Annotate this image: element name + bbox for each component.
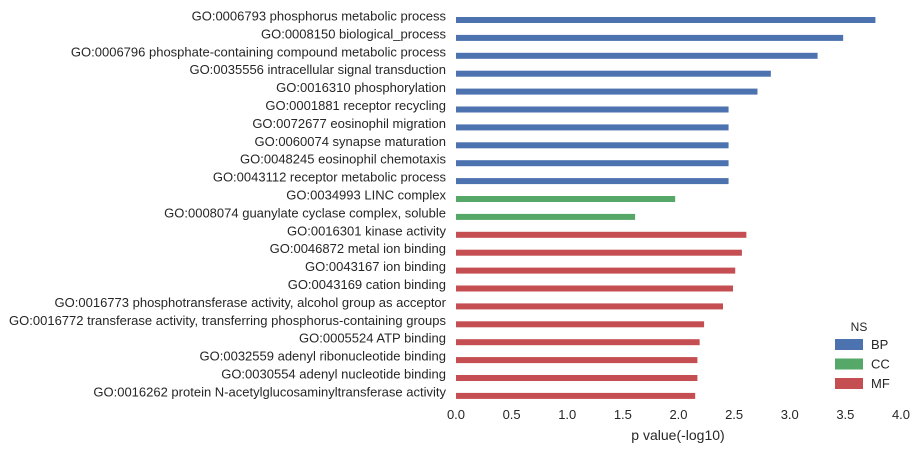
bar-bp [456, 142, 729, 149]
category-label: GO:0005524 ATP binding [299, 331, 446, 346]
category-label: GO:0016262 protein N-acetylglucosaminylt… [93, 384, 446, 399]
category-label: GO:0046872 metal ion binding [270, 241, 446, 256]
category-label: GO:0034993 LINC complex [286, 188, 446, 203]
category-label: GO:0043169 cation binding [288, 277, 446, 292]
bar-mf [456, 231, 747, 238]
category-label: GO:0008074 guanylate cyclase complex, so… [164, 205, 446, 220]
bar-mf [456, 285, 734, 292]
bar-bp [456, 106, 729, 113]
x-tick-label: 1.0 [558, 407, 576, 422]
bar-bp [456, 88, 758, 95]
legend-swatch-mf [835, 378, 863, 389]
category-label: GO:0060074 synapse maturation [254, 134, 446, 149]
x-tick-label: 0.0 [447, 407, 465, 422]
category-label: GO:0006793 phosphorus metabolic process [192, 9, 447, 24]
x-tick-label: 4.0 [892, 407, 910, 422]
bar-bp [456, 124, 729, 131]
x-axis-ticks: 0.0 0.5 1.0 1.5 2.0 2.5 3.0 3.5 4.0 [447, 407, 910, 422]
bar-mf [456, 375, 698, 381]
bar-mf [456, 357, 698, 364]
category-label: GO:0048245 eosinophil chemotaxis [240, 152, 446, 167]
x-axis-label: p value(-log10) [631, 427, 724, 443]
x-tick-label: 3.0 [781, 407, 799, 422]
category-label: GO:0035556 intracellular signal transduc… [189, 62, 446, 77]
category-label: GO:0016773 phosphotransferase activity, … [55, 295, 447, 310]
bar-cc [456, 196, 676, 202]
bar-bp [456, 160, 729, 167]
bar-mf [456, 321, 705, 328]
bars [456, 17, 876, 399]
bar-bp [456, 34, 844, 41]
bar-bp [456, 70, 771, 77]
category-label: GO:0043167 ion binding [305, 259, 446, 274]
legend-label-bp: BP [871, 337, 888, 352]
x-tick-label: 2.5 [725, 407, 743, 422]
legend-title: NS [851, 320, 868, 334]
category-label: GO:0072677 eosinophil migration [252, 116, 446, 131]
bar-mf [456, 249, 742, 256]
bar-cc [456, 213, 636, 220]
bar-bp [456, 178, 729, 185]
category-label: GO:0016772 transferase activity, transfe… [9, 313, 446, 328]
legend-swatch-bp [835, 339, 863, 350]
bar-bp [456, 52, 818, 59]
bar-mf [456, 267, 736, 274]
category-label: GO:0016301 kinase activity [287, 223, 446, 238]
x-tick-label: 0.5 [503, 407, 521, 422]
legend-label-mf: MF [871, 376, 890, 391]
category-labels: GO:0006793 phosphorus metabolic process G… [9, 9, 447, 400]
x-tick-label: 2.0 [669, 407, 687, 422]
bar-mf [456, 339, 700, 346]
x-tick-label: 3.5 [836, 407, 854, 422]
category-label: GO:0043112 receptor metabolic process [213, 170, 447, 185]
category-label: GO:0032559 adenyl ribonucleotide binding [200, 349, 446, 364]
category-label: GO:0001881 receptor recycling [265, 98, 446, 113]
bar-mf [456, 303, 723, 310]
bar-mf [456, 392, 696, 399]
legend-swatch-cc [835, 358, 863, 370]
category-label: GO:0008150 biological_process [261, 26, 447, 41]
bar-bp [456, 17, 876, 23]
category-label: GO:0016310 phosphorylation [276, 80, 446, 95]
legend-label-cc: CC [871, 357, 890, 372]
category-label: GO:0030554 adenyl nucleotide binding [221, 367, 446, 382]
x-tick-label: 1.5 [614, 407, 632, 422]
category-label: GO:0006796 phosphate-containing compound… [71, 44, 447, 59]
